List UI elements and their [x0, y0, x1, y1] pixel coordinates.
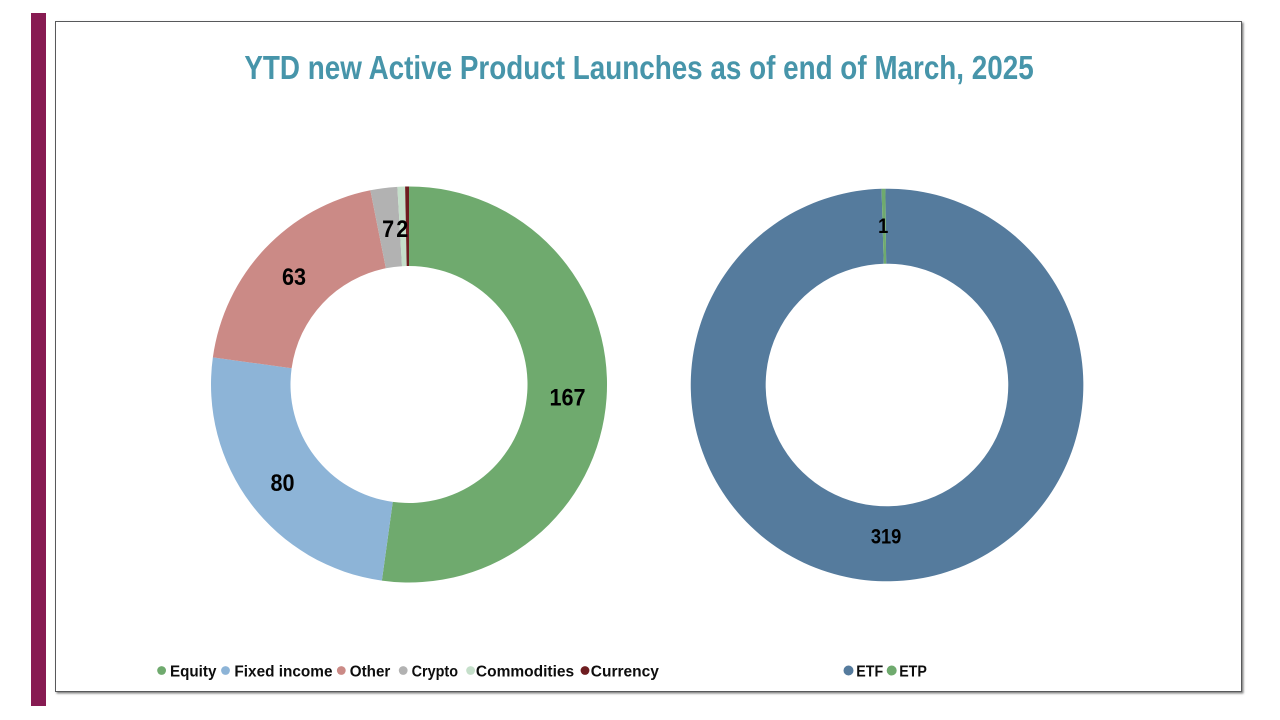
svg-text:1: 1: [878, 215, 888, 238]
svg-text:319: 319: [871, 525, 902, 548]
svg-text:YTD new Active Product Launche: YTD new Active Product Launches as of en…: [244, 50, 1033, 87]
svg-text:Fixed income: Fixed income: [234, 663, 332, 680]
svg-text:2: 2: [396, 215, 408, 242]
svg-text:ETP: ETP: [899, 663, 927, 681]
svg-text:Other: Other: [350, 663, 391, 680]
svg-text:Crypto: Crypto: [412, 663, 458, 681]
svg-text:Currency: Currency: [591, 663, 659, 680]
svg-text:63: 63: [282, 263, 306, 290]
svg-text:Equity: Equity: [170, 663, 217, 680]
svg-text:Commodities: Commodities: [476, 663, 574, 680]
svg-text:7: 7: [382, 215, 394, 242]
svg-text:167: 167: [549, 384, 585, 411]
svg-text:ETF: ETF: [856, 663, 883, 681]
svg-text:80: 80: [270, 469, 294, 496]
